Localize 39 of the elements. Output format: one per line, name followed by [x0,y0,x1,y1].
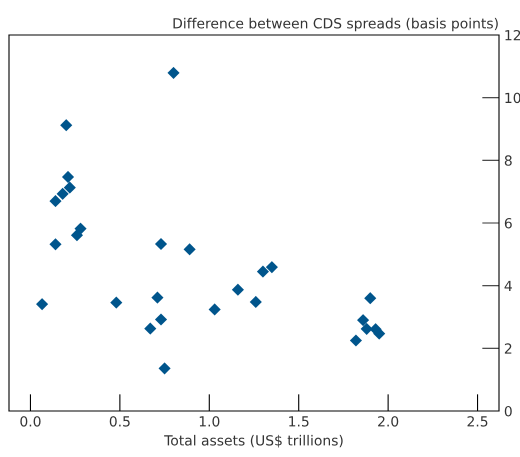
point [110,296,122,309]
point [74,222,87,235]
y-tick-label: 12 [505,30,520,40]
point [49,238,62,250]
x-tick-label: 1.0 [200,416,220,427]
point [158,362,171,374]
y-tick-label: 8 [504,155,512,166]
point [208,303,221,316]
point [232,284,244,296]
point [64,182,76,194]
point [266,261,278,274]
point [360,322,373,335]
point [144,322,156,335]
y-tick-label: 6 [504,218,512,228]
y-tick-label: 0 [504,406,512,416]
point [49,195,62,208]
point [250,296,262,308]
point [364,292,376,304]
point [151,292,164,304]
y-tick-label: 4 [504,280,512,291]
x-axis-title: Total assets (US$ trillions) [164,434,343,448]
x-tick-label: 0.5 [110,416,130,427]
y-tick-label: 2 [504,343,512,354]
y-axis-title: Difference between CDS spreads (basis points) [174,18,498,32]
point [154,313,168,326]
point [167,66,180,79]
x-tick-label: 2.5 [468,416,488,427]
point [62,170,74,183]
point [154,238,168,250]
point [60,119,72,132]
x-tick-label: 1.5 [289,416,309,427]
point [357,314,370,326]
x-tick-label: 0.0 [20,416,41,427]
x-tick-label: 2.0 [378,416,398,427]
point [184,243,196,256]
point [256,266,269,278]
point [56,188,69,200]
point [36,298,48,310]
point [350,334,362,347]
